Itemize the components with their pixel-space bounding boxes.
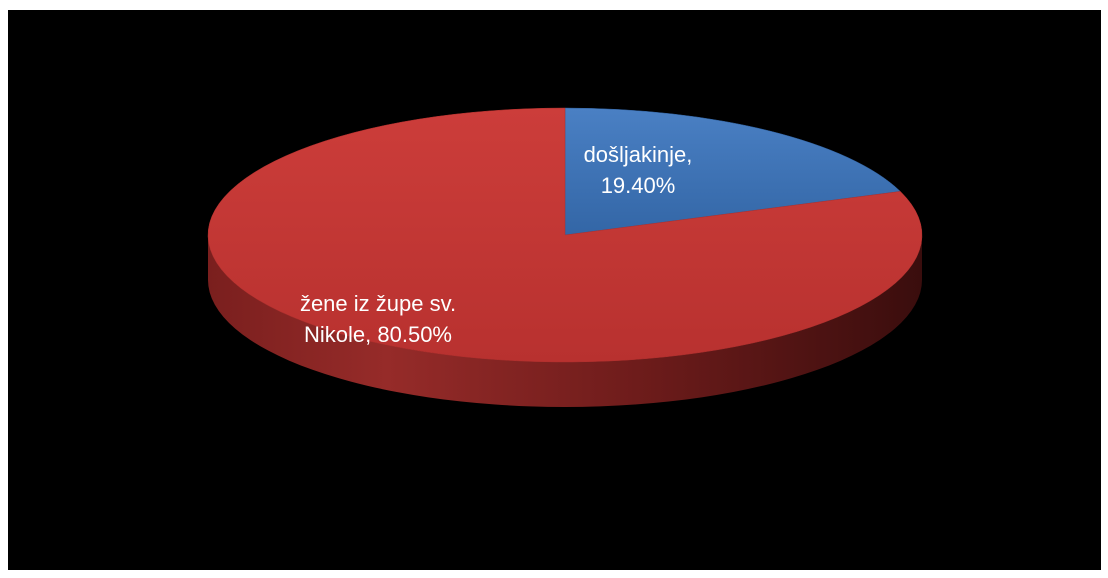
slice-percent: 19.40% [600, 173, 676, 198]
slice-name: došljakinje [583, 142, 687, 167]
pie-slice-zene-iz-zupe [207, 107, 923, 363]
pie-slice-dosljakinje [564, 107, 901, 236]
slice-label-dosljakinje: došljakinje, 19.40% [583, 142, 693, 198]
slice-name-part-1: žene iz župe sv. [299, 291, 457, 316]
chart-area: došljakinje, 19.40% žene iz župe sv. Nik… [8, 10, 1101, 570]
slice-name-part-2: Nikole [304, 322, 366, 347]
slice-percent: 80.50% [377, 322, 452, 347]
pie-chart [207, 107, 923, 407]
slice-label-zene-iz-zupe: žene iz župe sv. Nikole, 80.50% [299, 291, 457, 347]
pie-side-wall [208, 235, 922, 407]
